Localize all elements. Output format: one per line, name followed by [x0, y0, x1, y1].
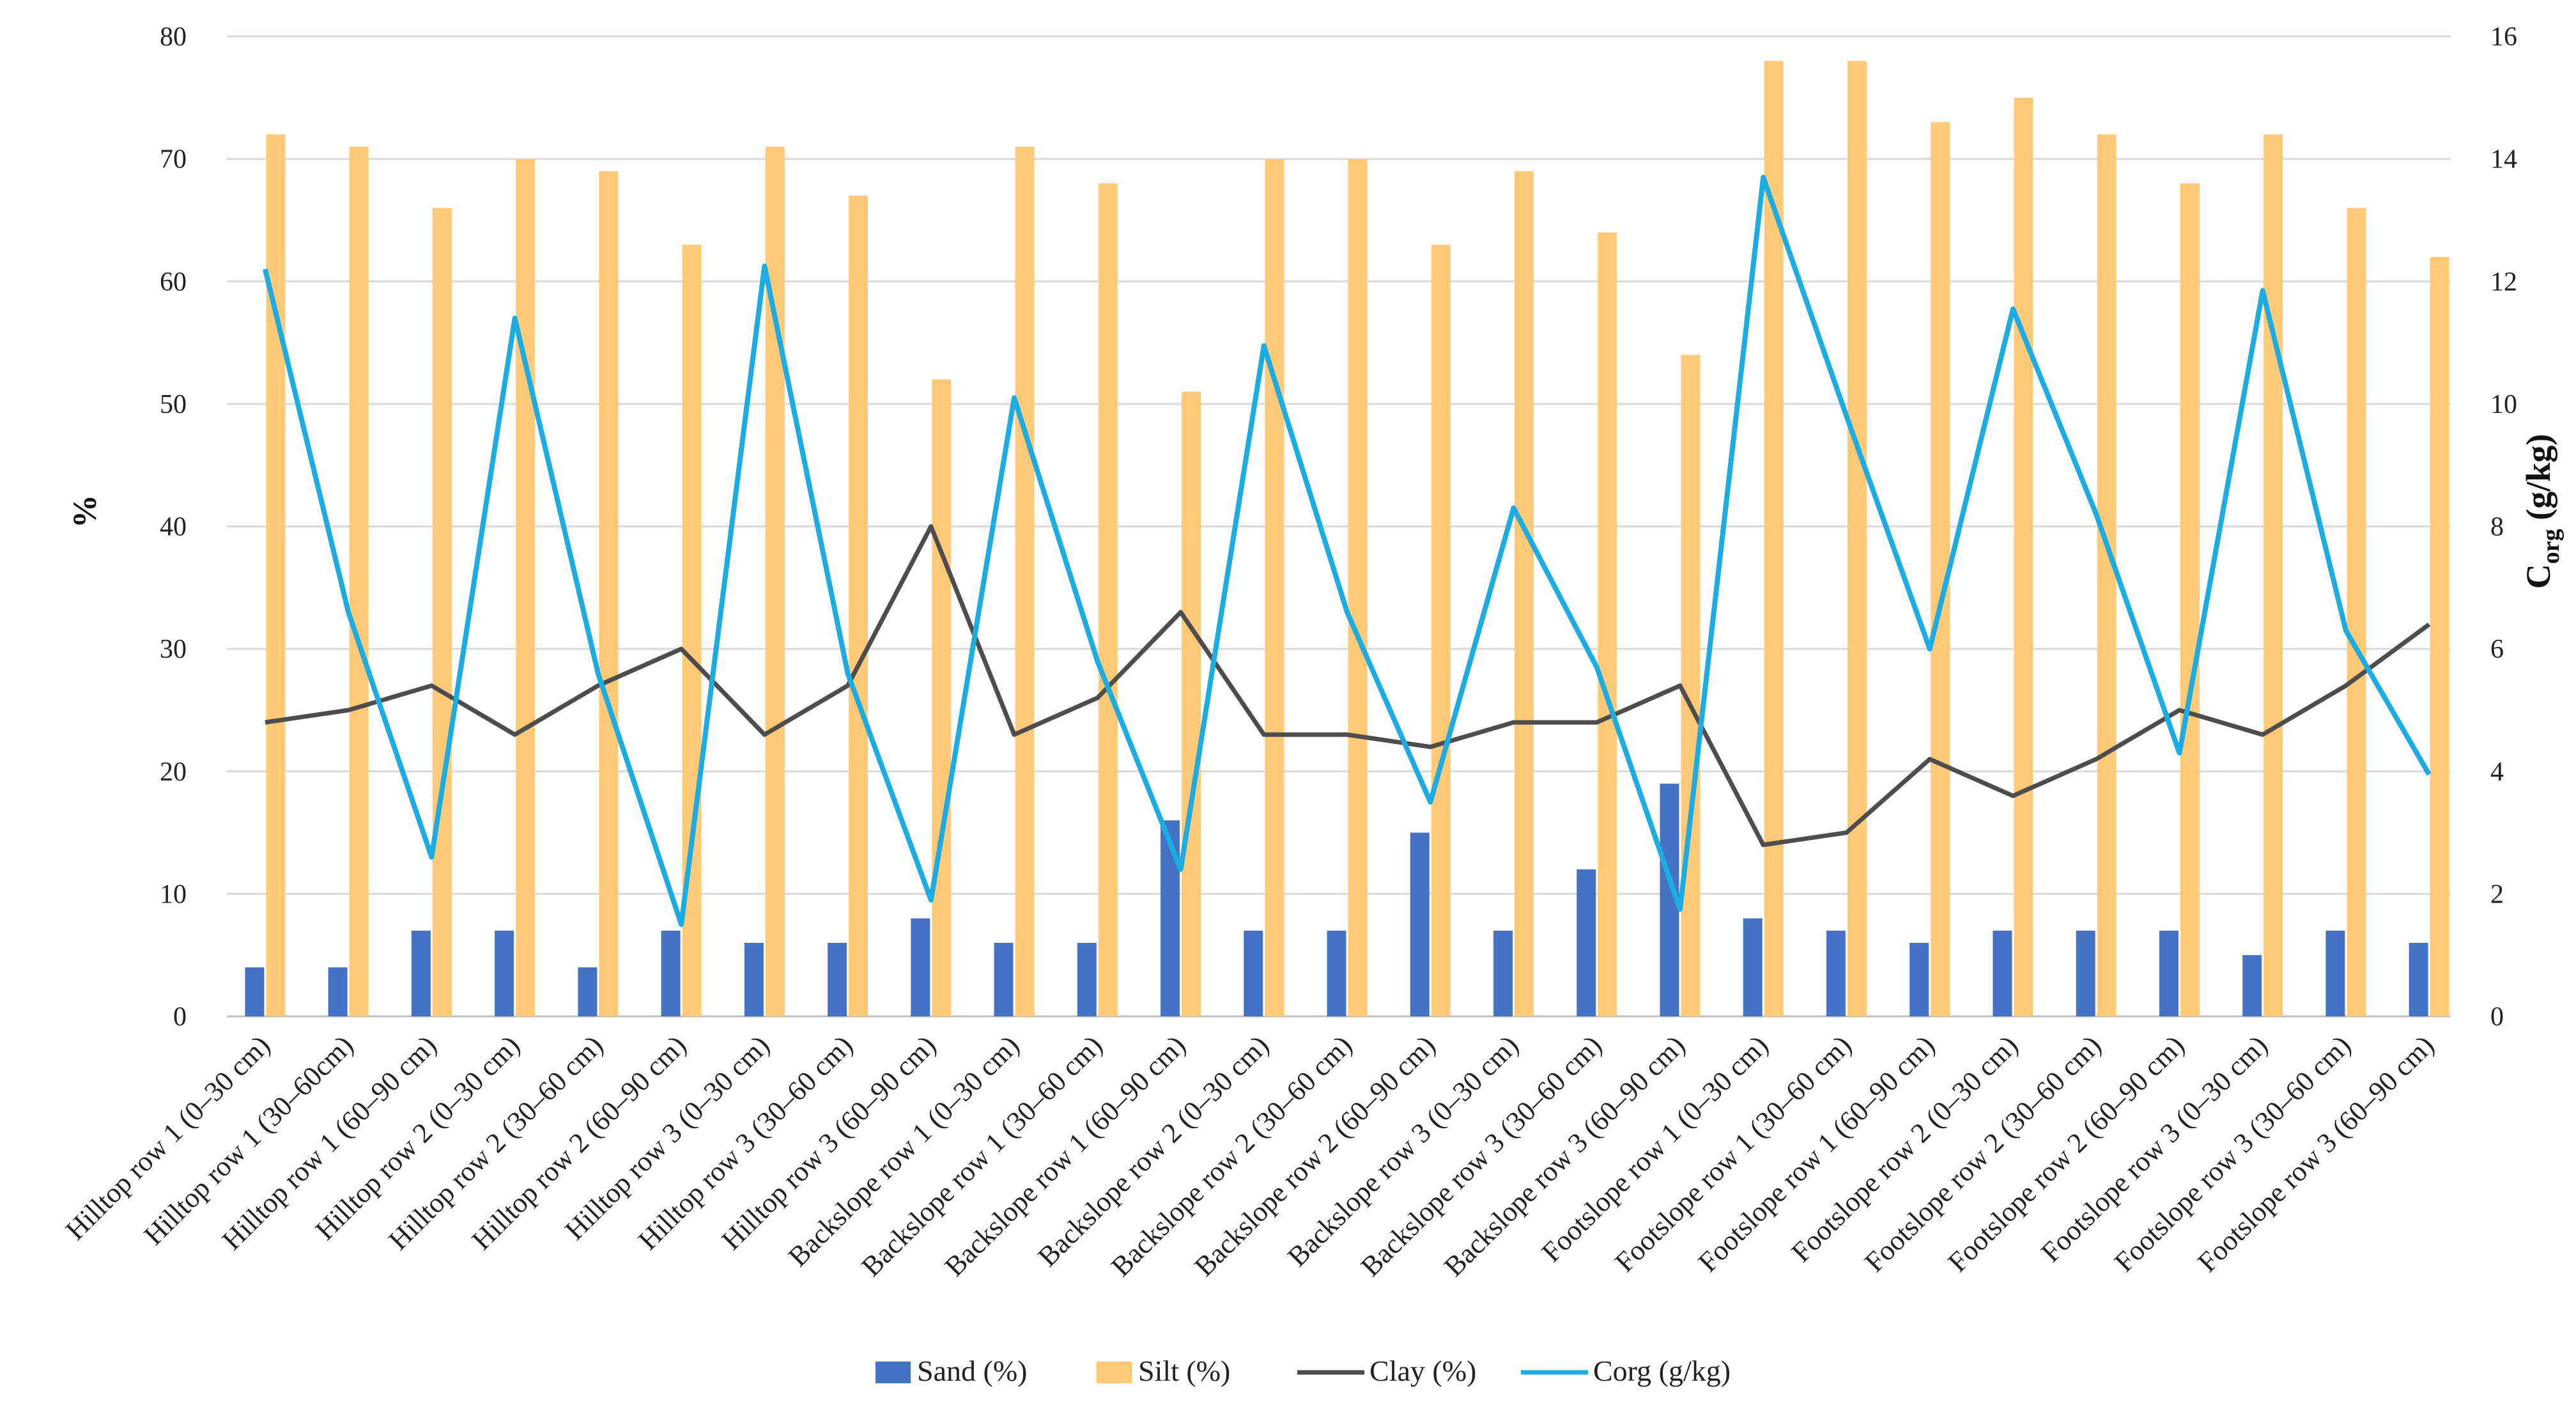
left-tick-label: 30	[160, 635, 187, 664]
sand-bar	[1244, 930, 1263, 1016]
right-tick-label: 10	[2490, 390, 2517, 419]
right-axis-title-main: C	[2519, 564, 2557, 589]
left-axis-title: %	[67, 495, 104, 528]
silt-bar	[932, 379, 952, 1016]
silt-bar	[1598, 232, 1617, 1017]
silt-bar	[1098, 183, 1118, 1017]
left-axis-ticks: 0 10 20 30 40 50 60 70 80	[160, 22, 187, 1032]
sand-bar	[1493, 930, 1513, 1016]
sand-bar	[1410, 832, 1430, 1016]
left-tick-label: 70	[160, 145, 187, 175]
silt-bar	[1348, 159, 1368, 1016]
right-axis-title-sub: org	[2538, 529, 2564, 564]
legend-label: Corg (g/kg)	[1593, 1355, 1731, 1387]
left-tick-label: 60	[160, 267, 187, 297]
sand-bar	[1743, 918, 1762, 1016]
right-tick-label: 16	[2490, 22, 2517, 52]
right-axis-title-units: (g/kg)	[2519, 434, 2557, 529]
right-tick-label: 4	[2490, 757, 2504, 787]
silt-bar	[1847, 61, 1867, 1017]
clay-line	[265, 524, 2431, 848]
right-tick-label: 2	[2490, 880, 2504, 909]
silt-bar	[1431, 244, 1451, 1017]
silt-bar	[266, 134, 286, 1016]
sand-bar	[328, 967, 348, 1016]
left-tick-label: 40	[160, 513, 187, 542]
sand-bar	[2159, 930, 2179, 1016]
left-tick-label: 10	[160, 880, 187, 909]
silt-bar	[849, 196, 868, 1016]
silt-bar	[1681, 355, 1701, 1016]
right-tick-label: 8	[2490, 513, 2504, 542]
silt-bar	[516, 159, 536, 1016]
silt-bar	[1515, 171, 1534, 1017]
legend-swatch	[875, 1362, 911, 1383]
silt-bar	[349, 146, 369, 1016]
left-tick-label: 80	[160, 22, 187, 52]
right-tick-label: 14	[2490, 145, 2517, 175]
silt-bar	[2347, 208, 2366, 1016]
right-tick-label: 0	[2490, 1002, 2504, 1032]
bar-series	[245, 61, 2449, 1017]
sand-bar	[245, 967, 265, 1016]
legend-label: Clay (%)	[1369, 1355, 1476, 1387]
left-tick-label: 20	[160, 757, 187, 787]
silt-bar	[2264, 134, 2283, 1016]
sand-bar	[2325, 930, 2345, 1016]
sand-bar	[1993, 930, 2012, 1016]
sand-bar	[2076, 930, 2095, 1016]
corg-line	[263, 175, 2432, 928]
sand-bar	[661, 930, 681, 1016]
silt-bar	[1182, 391, 1201, 1016]
silt-bar	[599, 171, 619, 1017]
sand-bar	[828, 943, 847, 1016]
left-tick-label: 0	[173, 1002, 187, 1032]
sand-bar	[994, 943, 1014, 1016]
sand-bar	[744, 943, 764, 1016]
sand-bar	[1909, 943, 1929, 1016]
gridlines	[227, 35, 2451, 1018]
silt-bar	[2097, 134, 2117, 1016]
sand-bar	[1077, 943, 1097, 1016]
silt-bar	[2430, 256, 2449, 1016]
right-axis-title: Corg (g/kg)	[2519, 434, 2564, 589]
sand-bar	[911, 918, 930, 1016]
sand-bar	[1577, 869, 1596, 1016]
sand-bar	[578, 967, 598, 1016]
sand-bar	[2409, 943, 2428, 1016]
right-tick-label: 12	[2490, 267, 2517, 297]
right-axis-ticks: 0 2 4 6 8 10 12 14 16	[2490, 22, 2517, 1032]
legend-label: Sand (%)	[917, 1355, 1027, 1387]
legend-swatch	[1097, 1362, 1132, 1383]
silt-bar	[1015, 146, 1035, 1016]
line-series	[263, 175, 2432, 928]
silt-bar	[2180, 183, 2200, 1017]
right-tick-label: 6	[2490, 635, 2504, 664]
sand-bar	[1327, 930, 1346, 1016]
silt-bar	[432, 208, 452, 1016]
legend-label: Silt (%)	[1138, 1355, 1230, 1387]
left-tick-label: 50	[160, 390, 187, 419]
silt-bar	[1265, 159, 1284, 1016]
silt-bar	[2014, 97, 2033, 1016]
sand-bar	[495, 930, 514, 1016]
legend: Sand (%) Silt (%) Clay (%) Corg (g/kg)	[875, 1355, 1731, 1387]
category-labels: Hilltop row 1 (0–30 cm)Hilltop row 1 (30…	[59, 1029, 2440, 1282]
sand-bar	[411, 930, 431, 1016]
sand-bar	[1826, 930, 1846, 1016]
sand-bar	[2242, 955, 2262, 1016]
